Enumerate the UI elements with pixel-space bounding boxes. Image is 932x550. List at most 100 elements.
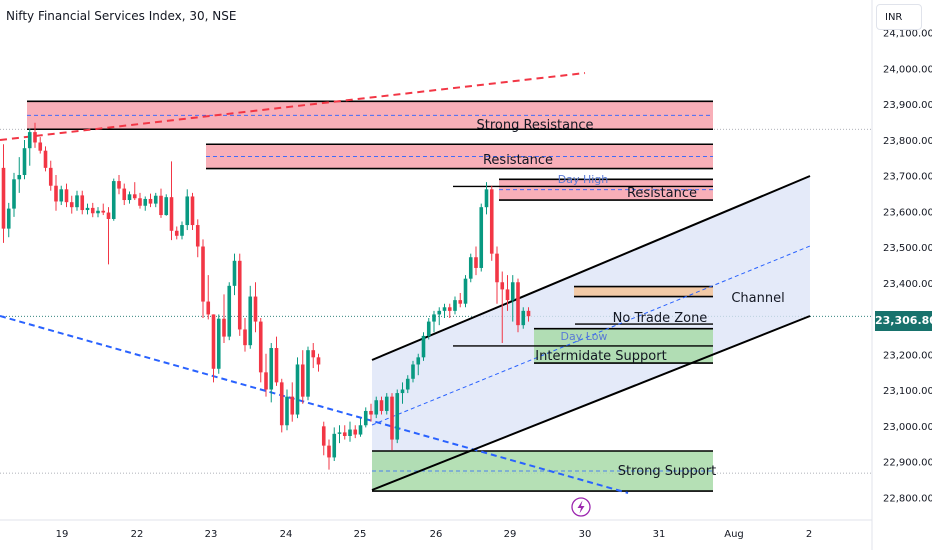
candle-body bbox=[232, 260, 237, 286]
candle-body bbox=[6, 208, 11, 229]
lightning-icon bbox=[571, 497, 591, 517]
candle-body bbox=[295, 364, 300, 415]
y-tick-label: 23,100.00 bbox=[883, 386, 932, 397]
candle-body bbox=[421, 335, 426, 358]
candle-body bbox=[153, 195, 158, 204]
candle-body bbox=[269, 348, 274, 390]
candle-body bbox=[148, 198, 153, 204]
candle-body bbox=[274, 348, 279, 383]
candle-body bbox=[353, 429, 358, 435]
candle-body bbox=[174, 230, 179, 236]
candle-body bbox=[453, 300, 457, 311]
currency-button[interactable]: INR bbox=[876, 4, 922, 30]
candle-body bbox=[468, 257, 473, 279]
candle-body bbox=[426, 321, 431, 336]
candle-body bbox=[489, 189, 494, 254]
chart-annotation-label: Day High bbox=[558, 173, 609, 186]
chart-annotation-label: Strong Support bbox=[618, 464, 716, 479]
candle-body bbox=[332, 433, 337, 458]
candle-body bbox=[342, 432, 347, 436]
candle-body bbox=[38, 142, 43, 151]
candle-body bbox=[311, 350, 316, 358]
y-tick-label: 23,000.00 bbox=[883, 422, 932, 433]
chart-annotation-label: Intermidate Support bbox=[535, 349, 666, 364]
candle-body bbox=[190, 196, 195, 226]
candle-body bbox=[442, 307, 447, 311]
candle-body bbox=[300, 364, 305, 397]
chart-annotation-label: Day Low bbox=[561, 330, 608, 343]
blue-trendline bbox=[0, 315, 629, 494]
candle-body bbox=[206, 301, 211, 315]
candle-body bbox=[321, 426, 326, 446]
chart-annotation-label: No Trade Zone bbox=[613, 311, 708, 326]
candle-body bbox=[306, 350, 310, 397]
candle-body bbox=[495, 253, 499, 283]
candle-body bbox=[437, 310, 442, 315]
chart-annotation-label: Resistance bbox=[483, 153, 553, 168]
candle-body bbox=[159, 195, 163, 216]
candle-body bbox=[17, 175, 22, 180]
candle-body bbox=[12, 179, 16, 209]
candle-body bbox=[510, 282, 515, 301]
candle-body bbox=[400, 389, 405, 394]
x-tick-label: 2 bbox=[806, 529, 812, 540]
candle-body bbox=[316, 357, 321, 365]
candle-body bbox=[526, 310, 531, 317]
candle-body bbox=[258, 321, 263, 373]
zone-3 bbox=[574, 286, 713, 297]
candle-body bbox=[327, 445, 331, 458]
candle-body bbox=[216, 318, 221, 369]
candle-body bbox=[463, 278, 468, 304]
x-tick-label: 30 bbox=[579, 529, 592, 540]
candle-body bbox=[458, 300, 463, 304]
candle-body bbox=[85, 207, 90, 211]
candle-body bbox=[279, 382, 284, 426]
candle-body bbox=[484, 189, 489, 208]
candle-body bbox=[64, 189, 69, 203]
y-tick-label: 23,500.00 bbox=[883, 243, 932, 254]
candle-body bbox=[132, 194, 137, 199]
candle-body bbox=[201, 246, 205, 302]
candle-body bbox=[500, 282, 505, 290]
x-tick-label: 26 bbox=[430, 529, 443, 540]
candle-body bbox=[27, 132, 32, 149]
x-tick-label: 23 bbox=[205, 529, 218, 540]
x-tick-label: 19 bbox=[56, 529, 69, 540]
chart-title: Nifty Financial Services Index, 30, NSE bbox=[6, 9, 237, 23]
candle-body bbox=[138, 198, 142, 206]
candle-body bbox=[405, 378, 410, 390]
candle-body bbox=[96, 210, 100, 214]
candle-body bbox=[211, 314, 216, 369]
candle-body bbox=[75, 195, 79, 208]
candle-body bbox=[33, 132, 37, 143]
chart-annotation-label: Resistance bbox=[627, 186, 697, 201]
candle-body bbox=[479, 207, 484, 268]
candle-body bbox=[363, 410, 368, 426]
candle-body bbox=[101, 210, 106, 213]
chart-annotation-label: Strong Resistance bbox=[476, 118, 593, 133]
candle-body bbox=[169, 197, 174, 231]
y-tick-label: 23,600.00 bbox=[883, 207, 932, 218]
candle-body bbox=[117, 181, 121, 189]
candle-body bbox=[43, 150, 48, 168]
candle-body bbox=[222, 318, 226, 337]
candle-body bbox=[59, 189, 64, 202]
candle-body bbox=[122, 188, 127, 201]
candle-body bbox=[195, 225, 200, 247]
candle-body bbox=[416, 357, 421, 365]
x-tick-label: 25 bbox=[354, 529, 367, 540]
candle-body bbox=[80, 195, 85, 211]
candle-body bbox=[505, 289, 510, 301]
candle-body bbox=[395, 393, 400, 440]
candle-body bbox=[54, 185, 58, 202]
y-tick-label: 22,900.00 bbox=[883, 458, 932, 469]
y-tick-label: 22,800.00 bbox=[883, 493, 932, 504]
x-tick-label: Aug bbox=[724, 529, 744, 540]
channel-top-line bbox=[371, 175, 811, 361]
y-tick-label: 23,400.00 bbox=[883, 279, 932, 290]
y-tick-label: 23,700.00 bbox=[883, 172, 932, 183]
candle-body bbox=[69, 202, 74, 208]
candle-body bbox=[185, 196, 190, 226]
candle-body bbox=[516, 282, 520, 326]
candle-body bbox=[237, 260, 242, 330]
